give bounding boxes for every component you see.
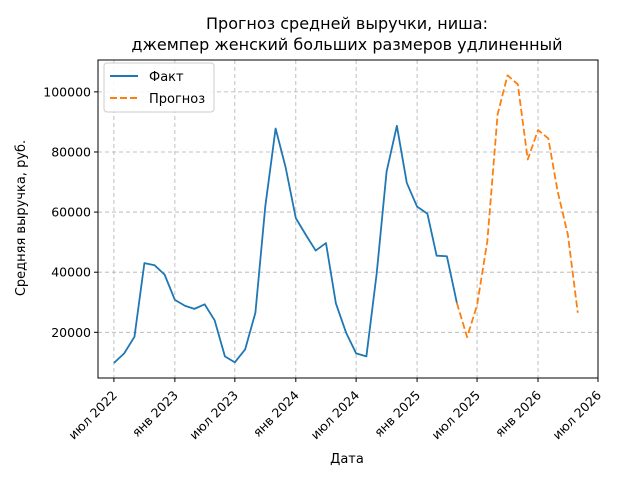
y-tick-label: 80000 (51, 144, 91, 159)
x-axis-label: Дата (330, 452, 364, 467)
y-tick-label: 40000 (51, 265, 91, 280)
legend-label-forecast: Прогноз (149, 92, 205, 107)
x-tick-label: июл 2022 (65, 388, 120, 443)
x-tick-label: июл 2026 (549, 387, 604, 442)
y-tick-label: 100000 (43, 84, 91, 99)
x-tick-label: июл 2025 (428, 388, 483, 443)
series-line-fact (113, 124, 458, 364)
y-tick-label: 20000 (51, 325, 91, 340)
series-line-forecast (455, 74, 579, 339)
x-tick-label: янв 2025 (371, 388, 423, 440)
y-tick-label: 60000 (51, 205, 91, 220)
x-tick-label: янв 2024 (250, 387, 302, 439)
plot-area-frame (97, 59, 599, 379)
x-tick-label: янв 2026 (492, 387, 544, 439)
x-tick-label: июл 2024 (307, 387, 362, 442)
legend-label-fact: Факт (149, 70, 184, 85)
legend: Факт Прогноз (103, 62, 215, 113)
x-axis-ticks: июл 2022 янв 2023 июл 2023 янв 2024 июл 2024… (65, 378, 604, 442)
series-lines (113, 74, 579, 364)
grid-lines (98, 60, 599, 378)
chart-title-line-1: Прогноз средней выручки, ниша: (206, 14, 488, 33)
y-axis-ticks: 20000 40000 60000 80000 100000 (43, 84, 98, 340)
x-tick-label: июл 2023 (186, 388, 241, 443)
chart-title-line-2: джемпер женский больших размеров удлинен… (131, 35, 562, 54)
y-axis-label: Средняя выручка, руб. (14, 140, 29, 296)
x-tick-label: янв 2023 (129, 388, 181, 440)
